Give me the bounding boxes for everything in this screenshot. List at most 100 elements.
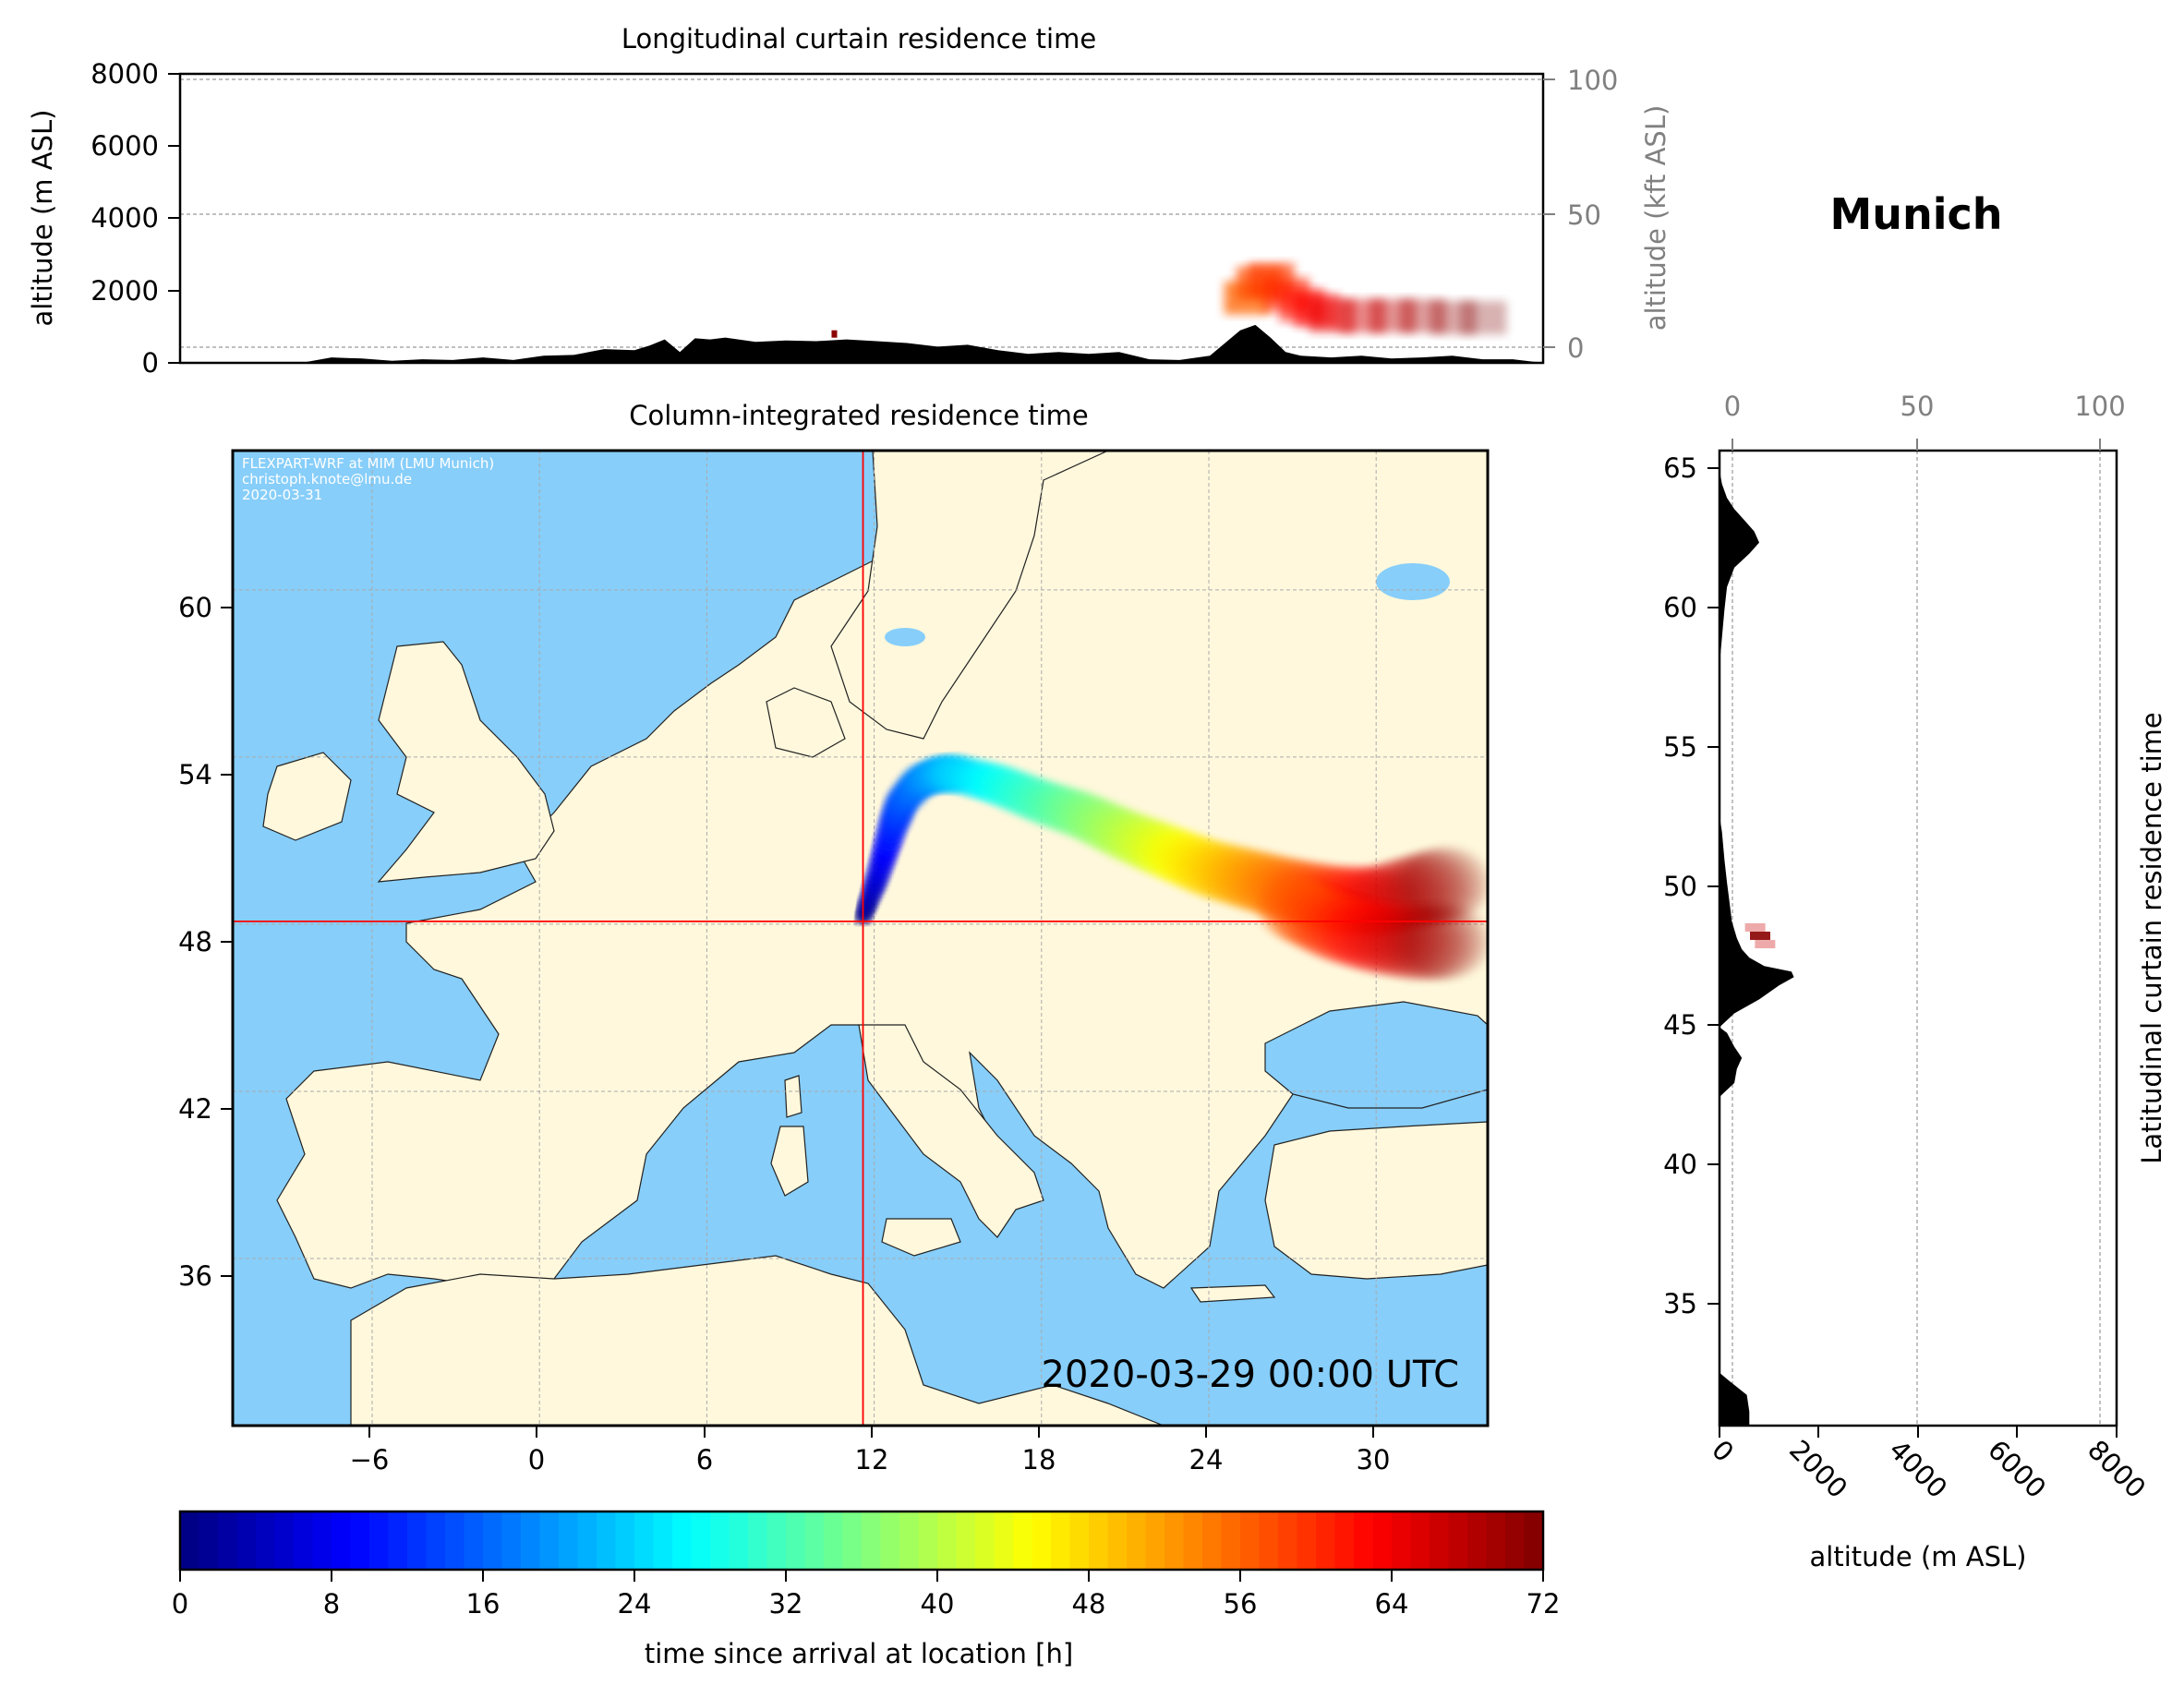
colorbar-segment bbox=[1069, 1511, 1090, 1570]
right-bottom-xticks: 0 2000 4000 6000 8000 bbox=[1706, 1426, 2152, 1504]
top-left-yticks: 0 2000 4000 6000 8000 bbox=[90, 58, 180, 379]
colorbar-label: time since arrival at location [h] bbox=[645, 1638, 1073, 1669]
right-panel: 35 40 45 50 55 60 65 0 50 100 0 2000 400… bbox=[1663, 391, 2167, 1572]
map-xtick-label: 24 bbox=[1189, 1444, 1224, 1475]
colorbar-segment bbox=[975, 1511, 995, 1570]
colorbar-segment bbox=[256, 1511, 276, 1570]
right-ytick-label: 60 bbox=[1663, 592, 1697, 623]
colorbar-segment bbox=[918, 1511, 938, 1570]
colorbar-segment bbox=[634, 1511, 655, 1570]
map-yticks: 36 42 48 54 60 bbox=[178, 592, 233, 1292]
colorbar-segment bbox=[274, 1511, 295, 1570]
colorbar-segment bbox=[597, 1511, 617, 1570]
colorbar-segment bbox=[199, 1511, 219, 1570]
right-plume-point bbox=[1744, 922, 1766, 932]
great-britain bbox=[377, 641, 555, 883]
map-timestamp: 2020-03-29 00:00 UTC bbox=[1042, 1354, 1459, 1396]
colorbar-segment bbox=[1032, 1511, 1052, 1570]
map-xtick-label: 0 bbox=[528, 1444, 545, 1475]
colorbar-segment bbox=[880, 1511, 900, 1570]
colorbar-segment bbox=[332, 1511, 352, 1570]
colorbar-segment bbox=[369, 1511, 390, 1570]
top-ytick-label: 4000 bbox=[90, 202, 159, 234]
top-ytick-label: 6000 bbox=[90, 130, 159, 162]
top-plume-band bbox=[1224, 263, 1507, 335]
right-terrain-profile bbox=[1719, 451, 1794, 1426]
colorbar-segment bbox=[180, 1511, 200, 1570]
colorbar: 0 8 16 24 32 40 48 56 64 72 time since a… bbox=[172, 1510, 1561, 1669]
colorbar-tick-label: 16 bbox=[466, 1588, 501, 1620]
colorbar-tick-label: 48 bbox=[1072, 1588, 1106, 1620]
colorbar-segment bbox=[539, 1511, 560, 1570]
colorbar-segment bbox=[577, 1511, 597, 1570]
top-release-marker bbox=[831, 330, 838, 338]
colorbar-segment bbox=[350, 1511, 370, 1570]
sardinia bbox=[770, 1126, 809, 1197]
colorbar-tick-label: 32 bbox=[769, 1588, 803, 1620]
colorbar-frame bbox=[178, 1510, 1545, 1572]
colorbar-segment bbox=[786, 1511, 806, 1570]
colorbar-segment bbox=[559, 1511, 579, 1570]
top-terrain-profile bbox=[180, 324, 1543, 363]
top-ytick-label: 8000 bbox=[90, 58, 159, 90]
colorbar-segment bbox=[1259, 1511, 1279, 1570]
colorbar-segment bbox=[483, 1511, 503, 1570]
colorbar-segment bbox=[691, 1511, 711, 1570]
colorbar-segment bbox=[1334, 1511, 1355, 1570]
colorbar-segment bbox=[994, 1511, 1014, 1570]
map-ytick-label: 54 bbox=[178, 759, 212, 790]
colorbar-segment bbox=[1164, 1511, 1185, 1570]
colorbar-segments bbox=[180, 1511, 1544, 1570]
colorbar-segment bbox=[672, 1511, 693, 1570]
top-right-yticks: 0 50 100 bbox=[1543, 65, 1618, 364]
top-right-ytick-label: 100 bbox=[1567, 65, 1618, 96]
north-africa bbox=[350, 1255, 1164, 1426]
colorbar-segment bbox=[521, 1511, 541, 1570]
colorbar-segment bbox=[218, 1511, 238, 1570]
colorbar-segment bbox=[1505, 1511, 1526, 1570]
colorbar-segment bbox=[407, 1511, 428, 1570]
colorbar-segment bbox=[426, 1511, 446, 1570]
plume-cell-south bbox=[1406, 904, 1488, 979]
credit-line: 2020-03-31 bbox=[242, 487, 322, 503]
crete bbox=[1189, 1284, 1276, 1303]
sicily bbox=[881, 1218, 961, 1257]
plume-cell bbox=[1406, 847, 1488, 921]
map-ytick-label: 60 bbox=[178, 592, 212, 623]
colorbar-segment bbox=[1107, 1511, 1128, 1570]
colorbar-ticks: 0 8 16 24 32 40 48 56 64 72 bbox=[172, 1570, 1561, 1620]
colorbar-segment bbox=[615, 1511, 635, 1570]
colorbar-segment bbox=[1430, 1511, 1450, 1570]
italy bbox=[858, 1024, 1044, 1238]
top-right-ytick-label: 50 bbox=[1567, 199, 1601, 231]
colorbar-segment bbox=[1316, 1511, 1336, 1570]
top-ytick-label: 2000 bbox=[90, 275, 159, 307]
colorbar-tick-label: 72 bbox=[1526, 1588, 1561, 1620]
map-ytick-label: 36 bbox=[178, 1260, 212, 1292]
map-frame bbox=[231, 449, 1490, 1427]
colorbar-segment bbox=[312, 1511, 332, 1570]
colorbar-tick-label: 8 bbox=[323, 1588, 340, 1620]
map-xticks: −6 0 6 12 18 24 30 bbox=[350, 1426, 1390, 1475]
colorbar-segment bbox=[729, 1511, 749, 1570]
right-top-xtick-label: 100 bbox=[2074, 391, 2125, 422]
colorbar-segment bbox=[1089, 1511, 1109, 1570]
colorbar-segment bbox=[937, 1511, 958, 1570]
right-plume-points bbox=[1744, 922, 1776, 949]
ireland bbox=[262, 752, 352, 841]
colorbar-segment bbox=[1183, 1511, 1203, 1570]
colorbar-segment bbox=[1278, 1511, 1298, 1570]
right-panel-frame bbox=[1718, 449, 2118, 1427]
top-ylabel-right: altitude (kft ASL) bbox=[1640, 105, 1671, 331]
colorbar-segment bbox=[766, 1511, 787, 1570]
right-ytick-label: 55 bbox=[1663, 731, 1697, 763]
map-xtick-label: 18 bbox=[1022, 1444, 1056, 1475]
top-ylabel-left: altitude (m ASL) bbox=[27, 110, 58, 327]
map-panel-title: Column-integrated residence time bbox=[629, 400, 1089, 431]
colorbar-segment bbox=[464, 1511, 484, 1570]
lake bbox=[1376, 563, 1450, 600]
right-xtick-label: 8000 bbox=[2081, 1434, 2152, 1504]
colorbar-segment bbox=[1467, 1511, 1488, 1570]
colorbar-segment bbox=[1221, 1511, 1241, 1570]
